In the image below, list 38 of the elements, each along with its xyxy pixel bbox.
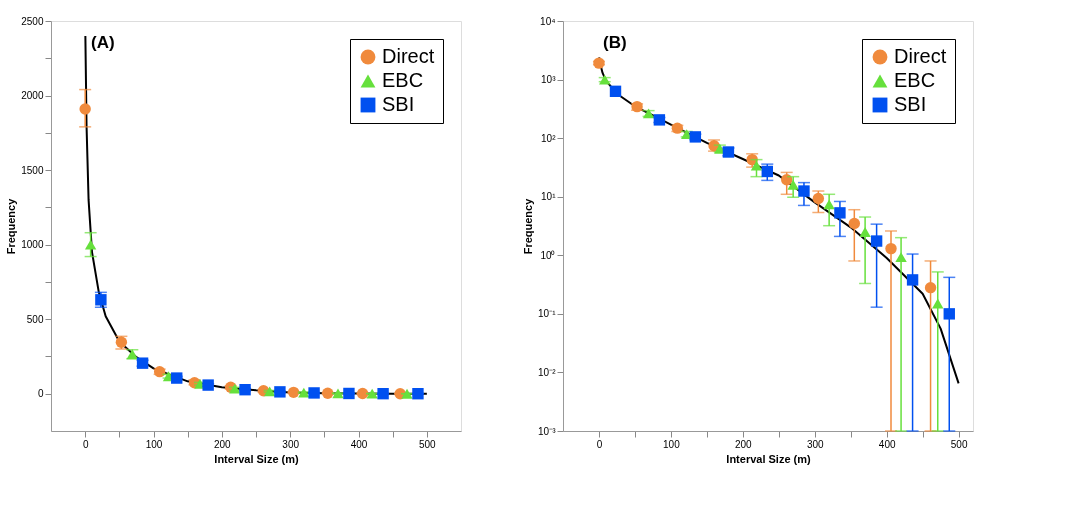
x-tick-label: 100 [145,438,163,450]
x-tick-label: 300 [282,438,300,450]
x-axis-title: Interval Size (m) [726,452,812,465]
legend-label: SBI [382,93,415,115]
y-tick-label: 10³ [541,74,557,86]
x-tick-label: 0 [82,438,89,450]
legend-label: EBC [382,69,424,91]
y-tick-label: 10⁻² [538,366,557,378]
x-tick-label: 500 [418,438,437,450]
y-tick-label: 10⁰ [540,249,556,261]
y-tick-label: 2000 [21,90,44,102]
y-axis-title: Frequency [5,197,18,255]
x-tick-label: 200 [213,438,232,450]
y-tick-label: 2500 [21,15,44,27]
x-axis-title: Interval Size (m) [214,452,300,465]
legend-label: Direct [382,45,435,67]
annotation: (B) [603,33,627,52]
y-tick-label: 10⁻¹ [538,308,557,320]
x-tick-label: 0 [596,438,603,450]
x-tick-label: 300 [806,438,825,450]
x-tick-label: 400 [878,438,896,450]
x-tick-label: 400 [350,438,368,450]
legend-label: SBI [894,93,927,115]
y-tick-label: 10² [541,132,557,144]
x-tick-label: 500 [950,438,968,450]
y-tick-label: 0 [37,388,44,400]
y-tick-label: 1500 [21,164,44,176]
y-tick-label: 1000 [21,239,44,251]
x-tick-label: 200 [734,438,753,450]
y-tick-label: 10¹ [541,191,557,203]
y-axis-title: Frequency [522,197,535,255]
legend-label: Direct [894,45,947,67]
x-tick-label: 100 [663,438,681,450]
annotation: (A) [91,33,115,52]
y-tick-label: 500 [26,313,44,325]
y-tick-label: 10⁻³ [538,425,557,437]
legend-label: EBC [894,69,936,91]
y-tick-label: 10⁴ [540,15,556,27]
